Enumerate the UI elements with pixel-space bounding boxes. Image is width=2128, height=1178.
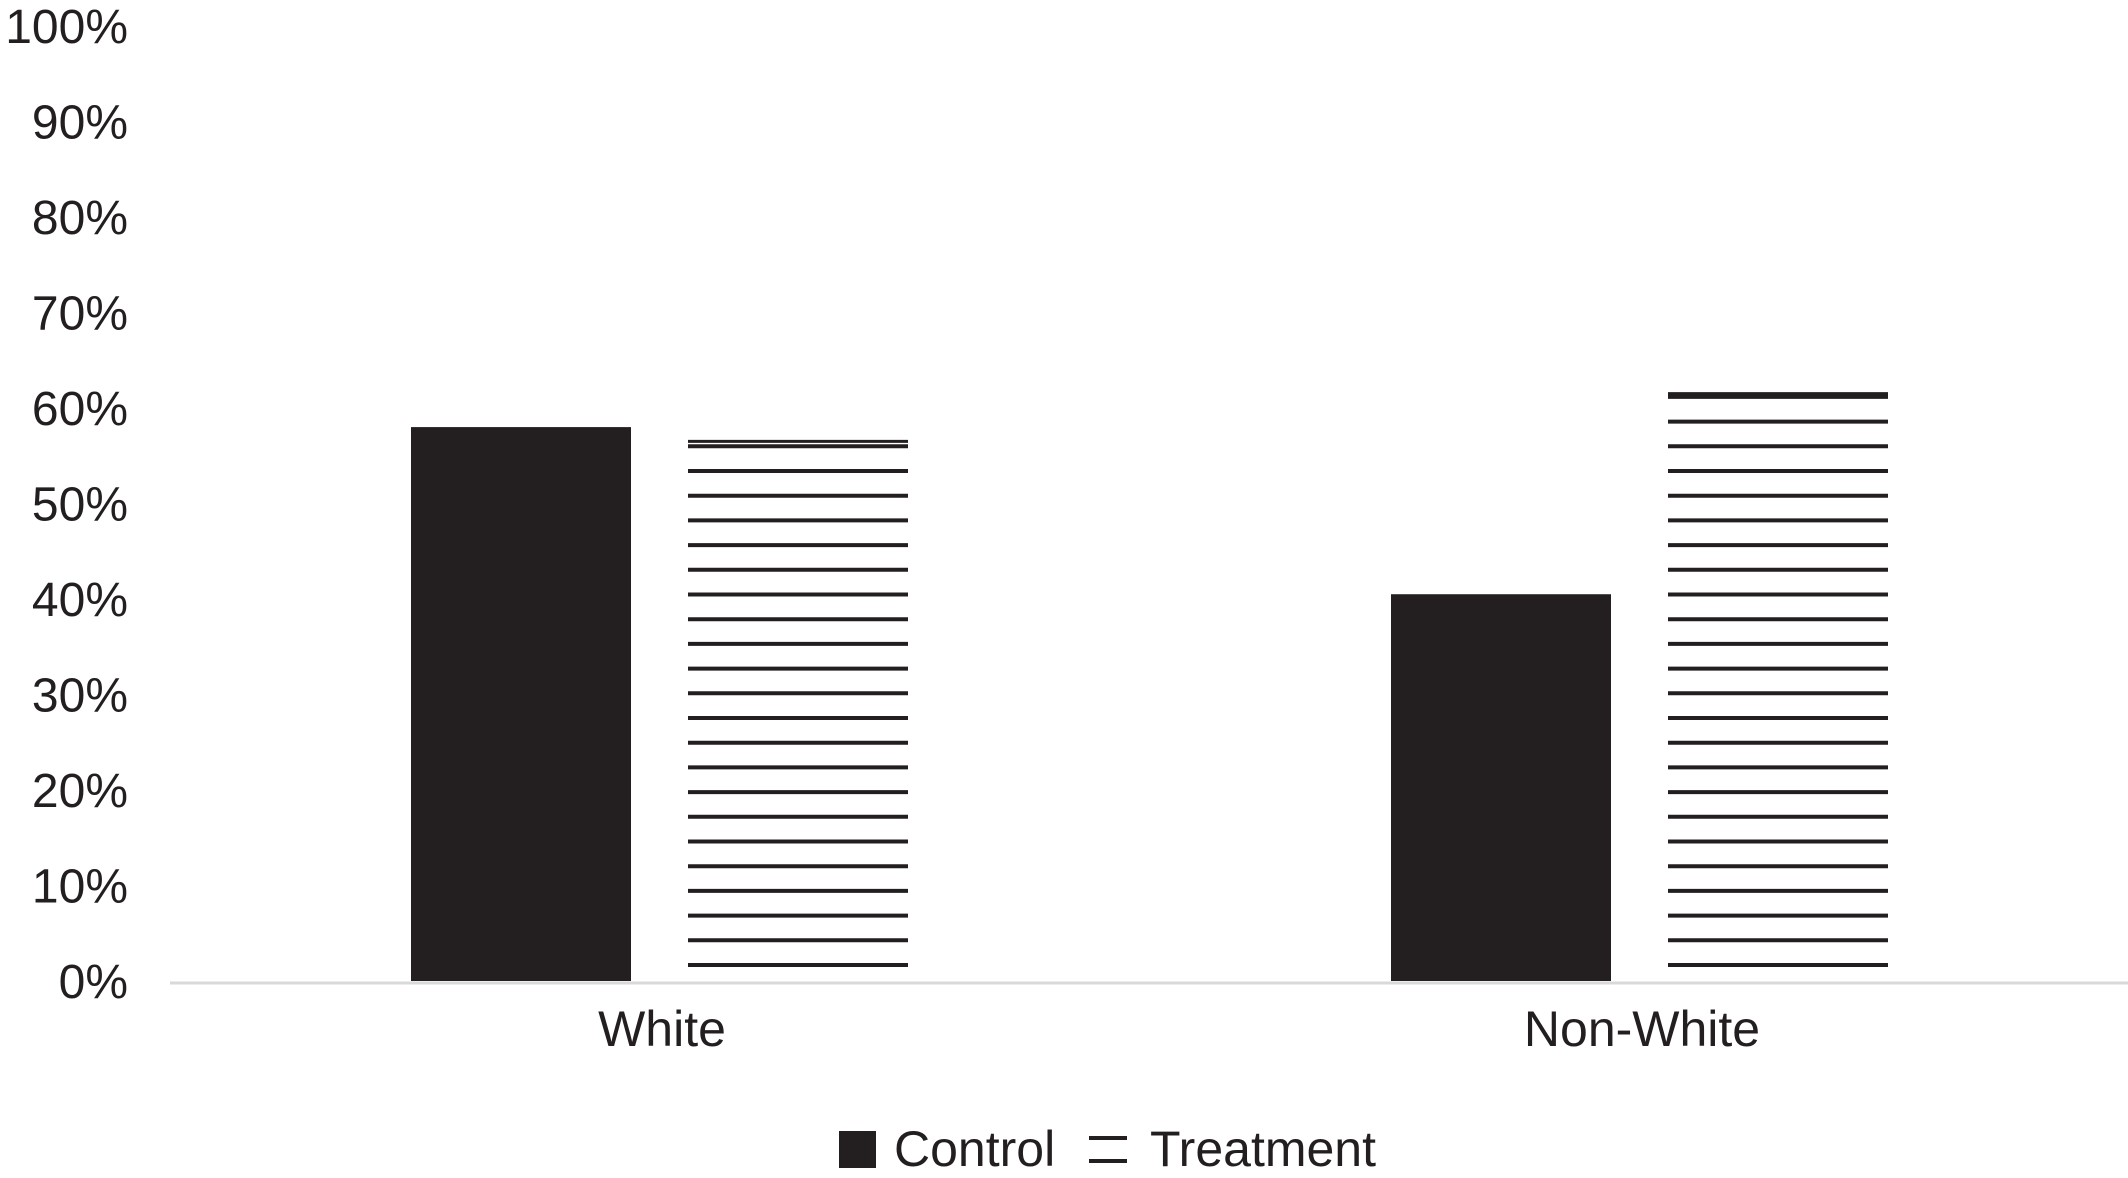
y-axis-tick-labels: 0% 10% 20% 30% 40% 50% 60% 70% 80% 90% 100% (5, 1, 128, 1009)
legend-label-control: Control (894, 1121, 1055, 1177)
legend-label-treatment: Treatment (1150, 1121, 1376, 1177)
bar-treatment-non-white (1668, 392, 1888, 967)
y-tick-label: 10% (32, 861, 128, 914)
y-tick-label: 60% (32, 383, 128, 436)
y-tick-label: 30% (32, 670, 128, 723)
y-tick-label: 50% (32, 479, 128, 532)
y-tick-label: 90% (32, 97, 128, 150)
legend-swatch-treatment (1089, 1136, 1127, 1163)
y-tick-label: 80% (32, 192, 128, 245)
bars (411, 392, 1888, 982)
y-tick-label: 40% (32, 574, 128, 627)
x-axis-category-labels: White Non-White (598, 1001, 1760, 1057)
y-tick-label: 70% (32, 288, 128, 341)
legend-swatch-control (839, 1131, 876, 1168)
bar-control-white (411, 427, 631, 982)
y-tick-label: 0% (59, 956, 128, 1009)
y-tick-label: 100% (5, 1, 128, 54)
bar-control-non-white (1391, 594, 1611, 981)
y-tick-label: 20% (32, 765, 128, 818)
x-category-label: White (598, 1001, 726, 1057)
x-category-label: Non-White (1524, 1001, 1760, 1057)
bar-treatment-white (688, 439, 908, 967)
legend: Control Treatment (839, 1121, 1376, 1177)
